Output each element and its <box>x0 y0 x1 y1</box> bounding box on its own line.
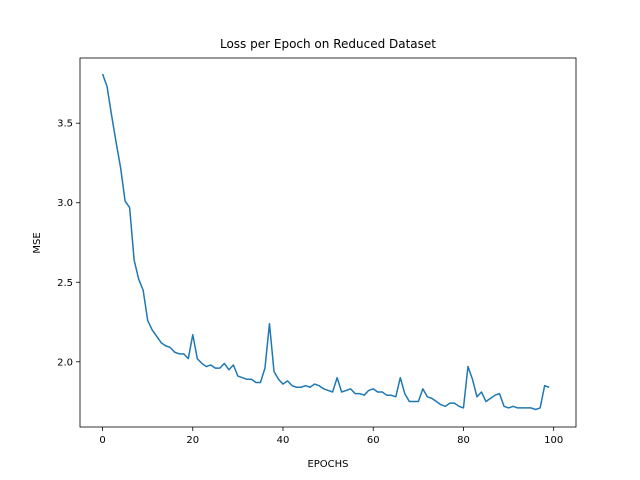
x-tick-label: 40 <box>277 435 290 446</box>
y-tick-label: 3.5 <box>57 119 73 130</box>
series-line-1 <box>101 73 550 411</box>
axes-frame <box>79 57 577 428</box>
y-axis-ticks: 2.0 2.5 3.0 3.5 <box>57 119 80 368</box>
chart-title: Loss per Epoch on Reduced Dataset <box>220 37 436 51</box>
x-axis-ticks: 0 20 40 60 80 100 <box>99 427 563 446</box>
y-tick-label: 2.0 <box>57 357 73 368</box>
y-tick-label: 3.0 <box>57 198 73 209</box>
y-axis-label: MSE <box>32 232 43 253</box>
plot-area <box>79 57 577 428</box>
x-axis-label: EPOCHS <box>307 459 348 470</box>
x-tick-label: 0 <box>99 435 105 446</box>
x-tick-label: 80 <box>457 435 470 446</box>
x-tick-label: 60 <box>367 435 380 446</box>
x-tick-label: 100 <box>544 435 563 446</box>
y-tick-label: 2.5 <box>57 278 73 289</box>
x-tick-label: 20 <box>186 435 199 446</box>
